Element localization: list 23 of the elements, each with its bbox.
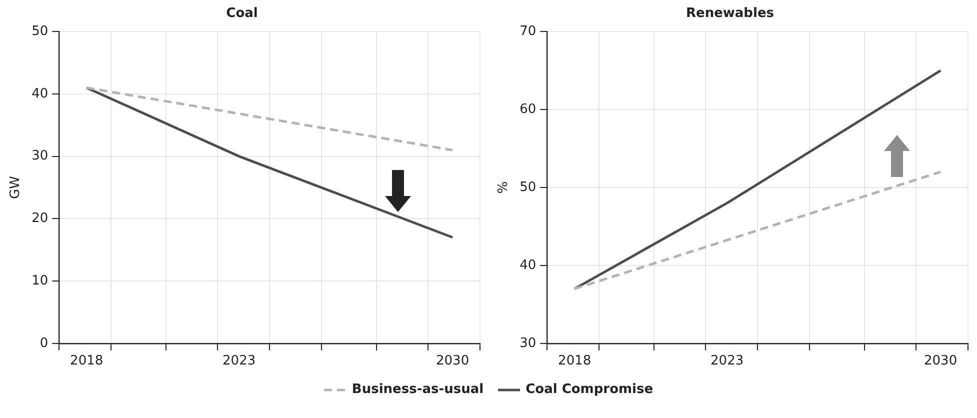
y-axis-title: %	[496, 181, 512, 194]
chart-title: Coal	[226, 6, 258, 22]
chart-title: Renewables	[686, 6, 774, 22]
legend-label: Coal Compromise	[526, 382, 654, 397]
y-tick-label: 50	[520, 180, 536, 195]
y-tick-label: 40	[32, 86, 48, 102]
y-tick-label: 30	[32, 148, 48, 164]
y-tick-label: 40	[520, 258, 536, 273]
y-tick-label: 30	[520, 336, 536, 351]
y-tick-label: 70	[520, 24, 536, 39]
y-tick-label: 0	[40, 336, 48, 351]
legend-label: Business-as-usual	[352, 382, 484, 397]
y-tick-label: 50	[32, 24, 48, 39]
x-tick-label: 2018	[70, 354, 104, 369]
y-tick-label: 60	[520, 102, 536, 117]
x-tick-label: 2018	[558, 354, 592, 369]
x-tick-label: 2030	[924, 354, 958, 369]
y-tick-label: 20	[32, 211, 48, 226]
x-tick-label: 2023	[222, 354, 256, 369]
x-tick-label: 2023	[710, 354, 744, 369]
x-tick-label: 2030	[436, 354, 470, 369]
y-tick-label: 10	[32, 273, 48, 288]
y-axis-title: GW	[8, 176, 24, 199]
